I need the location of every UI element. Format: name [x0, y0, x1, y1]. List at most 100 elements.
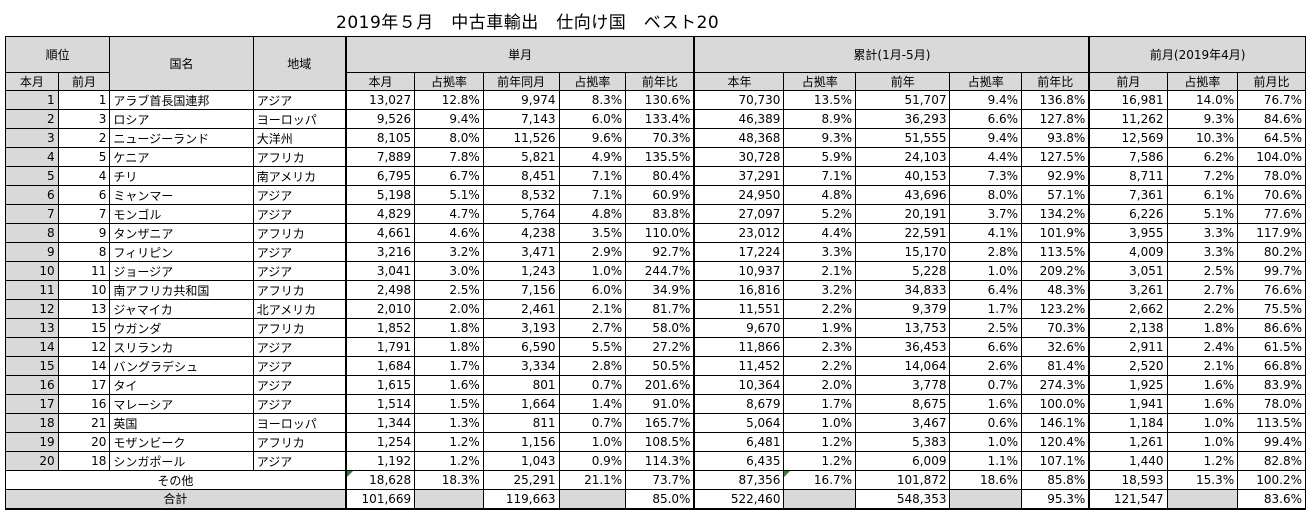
value-cell: 0.7% [949, 375, 1023, 395]
cell [1166, 489, 1239, 510]
value-cell: 6.6% [949, 337, 1023, 357]
value-cell: 1,514 [344, 394, 416, 414]
value-cell: 120.4% [1021, 432, 1090, 452]
header-row-top: 順位 国名 地域 単月 累計(1月-5月) 前月(2019年4月) [4, 36, 1306, 91]
region-cell: 南アメリカ [252, 166, 347, 186]
rank-prev-header: 前月 [57, 72, 111, 91]
country-cell: モンゴル [109, 204, 254, 224]
value-cell: 1,243 [482, 261, 560, 281]
value-cell: 2.1% [1166, 356, 1239, 376]
value-cell: 6,009 [855, 451, 951, 471]
cell: 15.3% [1166, 470, 1239, 490]
value-cell: 2.5% [1166, 261, 1239, 281]
value-cell: 36,453 [855, 337, 951, 357]
value-cell: 7,586 [1088, 147, 1168, 167]
prev-rank-cell: 1 [57, 90, 111, 110]
value-cell: 1.8% [414, 337, 484, 357]
value-cell: 70.3% [1021, 318, 1090, 338]
value-cell: 1.0% [558, 261, 627, 281]
value-cell: 5.1% [1166, 204, 1239, 224]
value-cell: 76.6% [1237, 280, 1306, 300]
region-cell: アジア [252, 261, 347, 281]
country-cell: ジャマイカ [109, 299, 254, 319]
value-cell: 4.9% [558, 147, 627, 167]
value-cell: 13.5% [783, 90, 857, 110]
value-cell: 1.7% [414, 356, 484, 376]
value-cell: 1.6% [949, 394, 1023, 414]
value-cell: 48.3% [1021, 280, 1090, 300]
value-cell: 146.1% [1021, 413, 1090, 433]
value-cell: 9.4% [949, 128, 1023, 148]
prev-rank-cell: 15 [57, 318, 111, 338]
value-cell: 9.3% [1166, 109, 1239, 129]
country-cell: フィリピン [109, 242, 254, 262]
value-cell: 811 [482, 413, 560, 433]
cell: 16.7% [783, 470, 857, 490]
value-cell: 16,816 [693, 280, 785, 300]
value-cell: 165.7% [625, 413, 695, 433]
region-cell: アフリカ [252, 280, 347, 300]
value-cell: 135.5% [625, 147, 695, 167]
table-row: 4 5 ケニア アフリカ 7,889 7.8% 5,821 4.9% 135.5% 30,728 5… [5, 147, 1306, 167]
value-cell: 22,591 [855, 223, 951, 243]
country-cell: 英国 [109, 413, 254, 433]
value-cell: 4,661 [344, 223, 416, 243]
value-cell: 11,452 [693, 356, 785, 376]
value-cell: 6,481 [693, 432, 785, 452]
value-cell: 13,027 [344, 90, 416, 110]
region-header: 地域 [252, 36, 347, 91]
value-cell: 51,555 [855, 128, 951, 148]
prev-rank-cell: 3 [57, 109, 111, 129]
value-cell: 4.8% [558, 204, 627, 224]
value-cell: 2,010 [344, 299, 416, 319]
value-cell: 5,821 [482, 147, 560, 167]
value-cell: 133.4% [625, 109, 695, 129]
value-cell: 1.0% [949, 261, 1023, 281]
value-cell: 2.8% [949, 242, 1023, 262]
value-cell: 7,361 [1088, 185, 1168, 205]
value-cell: 1,664 [482, 394, 560, 414]
value-cell: 6,590 [482, 337, 560, 357]
value-cell: 201.6% [625, 375, 695, 395]
country-cell: ミャンマー [109, 185, 254, 205]
value-cell: 30,728 [693, 147, 785, 167]
value-cell: 2.1% [783, 261, 857, 281]
value-cell: 2.2% [1166, 299, 1239, 319]
country-cell: ロシア [109, 109, 254, 129]
rank-cell: 10 [5, 261, 59, 281]
value-cell: 2.7% [1166, 280, 1239, 300]
prev-rank-cell: 16 [57, 394, 111, 414]
cell [414, 489, 484, 510]
value-cell: 6.0% [558, 280, 627, 300]
c-prev-header: 前年 [855, 72, 951, 91]
value-cell: 2.8% [558, 356, 627, 376]
other-row: その他 18,628 18.3% 25,291 21.1% 73.7% 87,3… [4, 470, 1306, 490]
value-cell: 4,009 [1088, 242, 1168, 262]
cell: 18,628 [344, 470, 416, 490]
value-cell: 10.3% [1166, 128, 1239, 148]
country-cell: アラブ首長国連邦 [109, 90, 254, 110]
value-cell: 2.4% [1166, 337, 1239, 357]
value-cell: 70,730 [693, 90, 785, 110]
table-row: 2 3 ロシア ヨーロッパ 9,526 9.4% 7,143 6.0% 133.4% 46,389… [5, 109, 1306, 129]
value-cell: 43,696 [855, 185, 951, 205]
value-cell: 9,526 [344, 109, 416, 129]
cumulative-header: 累計(1月-5月) [693, 36, 1090, 73]
cell: 73.7% [625, 470, 695, 490]
value-cell: 1,791 [344, 337, 416, 357]
value-cell: 1.5% [414, 394, 484, 414]
c-yoy-header: 前年比 [1021, 72, 1090, 91]
table-row: 12 13 ジャマイカ 北アメリカ 2,010 2.0% 2,461 2.1% 81.7% 11,… [5, 299, 1306, 319]
value-cell: 0.7% [558, 375, 627, 395]
value-cell: 8.3% [558, 90, 627, 110]
value-cell: 0.6% [949, 413, 1023, 433]
rank-header: 順位 [4, 36, 111, 73]
table-row: 11 10 南アフリカ共和国 アフリカ 2,498 2.5% 7,156 6.0% 34.9% 1… [5, 280, 1306, 300]
value-cell: 5.1% [414, 185, 484, 205]
value-cell: 64.5% [1237, 128, 1306, 148]
value-cell: 1,043 [482, 451, 560, 471]
region-cell: アフリカ [252, 223, 347, 243]
value-cell: 130.6% [625, 90, 695, 110]
region-cell: アジア [252, 394, 347, 414]
value-cell: 209.2% [1021, 261, 1090, 281]
